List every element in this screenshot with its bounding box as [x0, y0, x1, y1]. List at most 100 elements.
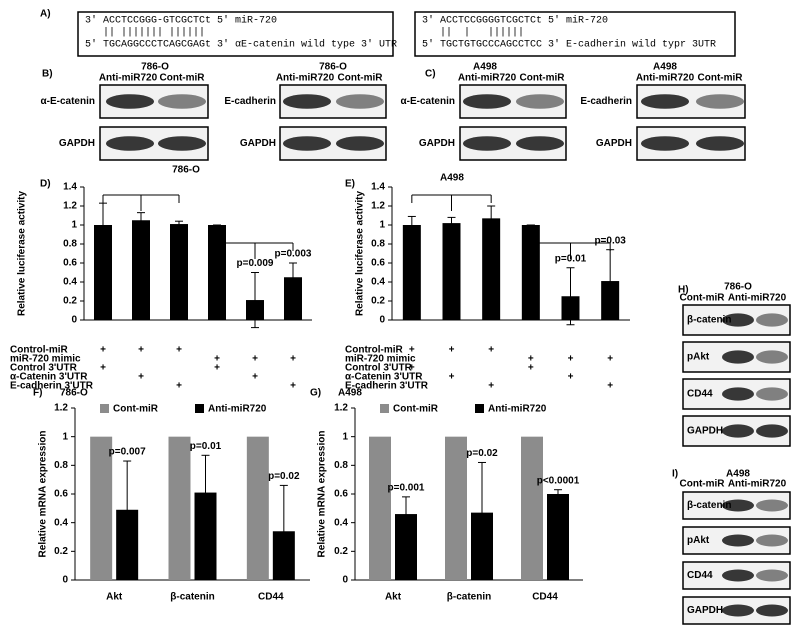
sequence-box	[414, 11, 736, 57]
p-value: p=0.02	[268, 471, 300, 482]
y-tick-label: 0	[62, 575, 68, 586]
blot-band	[641, 136, 689, 151]
x-tick-label: Akt	[106, 592, 123, 603]
y-tick-label: 0.6	[54, 489, 68, 500]
legend-swatch	[100, 404, 109, 413]
y-tick-label: 0.4	[371, 277, 385, 288]
bar	[482, 218, 501, 320]
blot-band	[722, 534, 754, 547]
design-mark: +	[100, 345, 106, 356]
blot-band	[463, 94, 511, 109]
design-mark: +	[252, 372, 258, 383]
sequence-line: 3′ ACCTCCGGG-GTCGCTCt 5′ miR-720	[85, 15, 277, 27]
x-tick-label: β-catenin	[170, 592, 214, 603]
row-label: pAkt	[687, 535, 710, 546]
row-label: α-E-catenin	[401, 96, 456, 107]
blot-band	[696, 136, 744, 151]
design-label: miR-720 mimic	[345, 354, 416, 365]
lane-label: Anti-miR720	[99, 73, 158, 84]
blot-band	[463, 136, 511, 151]
sequence-box	[77, 11, 394, 57]
y-tick-label: 1.2	[334, 403, 348, 414]
y-tick-label: 1.2	[54, 403, 68, 414]
panel-label: B)	[42, 69, 53, 80]
bar	[168, 436, 191, 580]
panel-label: H)	[678, 285, 689, 296]
design-mark: +	[214, 363, 220, 374]
y-tick-label: 0.6	[371, 258, 385, 269]
lane-label: Anti-miR720	[728, 293, 787, 304]
bar	[170, 224, 188, 320]
lane-label: Cont-miR	[520, 73, 566, 84]
design-mark: +	[290, 354, 296, 365]
lane-label: Anti-miR720	[728, 479, 787, 490]
chart-title: 786-O	[60, 388, 88, 399]
p-value: p=0.03	[594, 235, 626, 246]
sequence-line: 5′ TGCTGTGCCCAGCCTCC 3′ E-cadherin wild …	[422, 39, 716, 51]
lane-label: Cont-miR	[338, 73, 384, 84]
y-tick-label: 1.2	[371, 201, 385, 212]
row-label: E-cadherin	[224, 96, 276, 107]
blot-title: A498	[473, 62, 497, 73]
sequence-line: || | ||||||	[440, 27, 524, 39]
design-mark: +	[449, 345, 455, 356]
bar	[132, 220, 150, 320]
blot-band	[641, 94, 689, 109]
lane-label: Cont-miR	[680, 479, 726, 490]
design-label: Control 3'UTR	[345, 363, 413, 374]
y-tick-label: 1.4	[63, 182, 77, 193]
y-axis-title: Relative mRNA expression	[317, 431, 328, 558]
blot-band	[722, 604, 754, 617]
y-axis-title: Relative mRNA expression	[38, 431, 49, 558]
y-tick-label: 0	[71, 315, 77, 326]
design-label: α-Catenin 3'UTR	[10, 372, 88, 383]
blot-title: A498	[653, 62, 677, 73]
row-label: GAPDH	[687, 426, 723, 437]
sequence-line: 3′ ACCTCCGGGGTCGCTCt 5′ miR-720	[422, 15, 608, 27]
bar	[402, 225, 421, 320]
bar	[547, 494, 569, 580]
blot-band	[722, 569, 754, 582]
y-tick-label: 0.8	[371, 239, 385, 250]
row-label: CD44	[687, 570, 713, 581]
legend-swatch	[475, 404, 484, 413]
blot-title: A498	[726, 469, 750, 480]
y-tick-label: 1	[342, 431, 348, 442]
design-mark: +	[528, 354, 534, 365]
x-tick-label: CD44	[258, 592, 284, 603]
lane-label: Cont-miR	[160, 73, 206, 84]
blot-band	[756, 350, 788, 364]
blot-band	[756, 569, 788, 582]
design-mark: +	[176, 345, 182, 356]
p-value: p=0.01	[190, 441, 222, 452]
row-label: GAPDH	[419, 138, 455, 149]
y-axis-title: Relative luciferase activity	[355, 191, 366, 317]
y-tick-label: 0.4	[54, 517, 68, 528]
legend-label: Anti-miR720	[208, 404, 267, 415]
bar	[521, 225, 540, 320]
blot-title: 786-O	[724, 282, 752, 293]
y-tick-label: 1.2	[63, 201, 77, 212]
design-mark: +	[607, 354, 613, 365]
y-tick-label: 0.8	[54, 460, 68, 471]
x-tick-label: Akt	[385, 592, 402, 603]
sequence-line: || ||||||| ||||||	[103, 27, 205, 39]
bar	[208, 225, 226, 320]
blot-title: 786-O	[319, 62, 347, 73]
blot-band	[516, 136, 564, 151]
y-tick-label: 0.2	[334, 546, 348, 557]
y-tick-label: 0.2	[63, 296, 77, 307]
blot-band	[722, 424, 754, 438]
panel-label: D)	[40, 179, 51, 190]
design-label: miR-720 mimic	[10, 354, 81, 365]
y-axis-title: Relative luciferase activity	[17, 191, 28, 317]
row-label: GAPDH	[596, 138, 632, 149]
row-label: α-E-catenin	[41, 96, 96, 107]
design-mark: +	[488, 345, 494, 356]
design-mark: +	[488, 381, 494, 392]
panel-label: F)	[33, 388, 42, 399]
y-tick-label: 0.4	[63, 277, 77, 288]
design-mark: +	[252, 354, 258, 365]
lane-label: Anti-miR720	[276, 73, 335, 84]
